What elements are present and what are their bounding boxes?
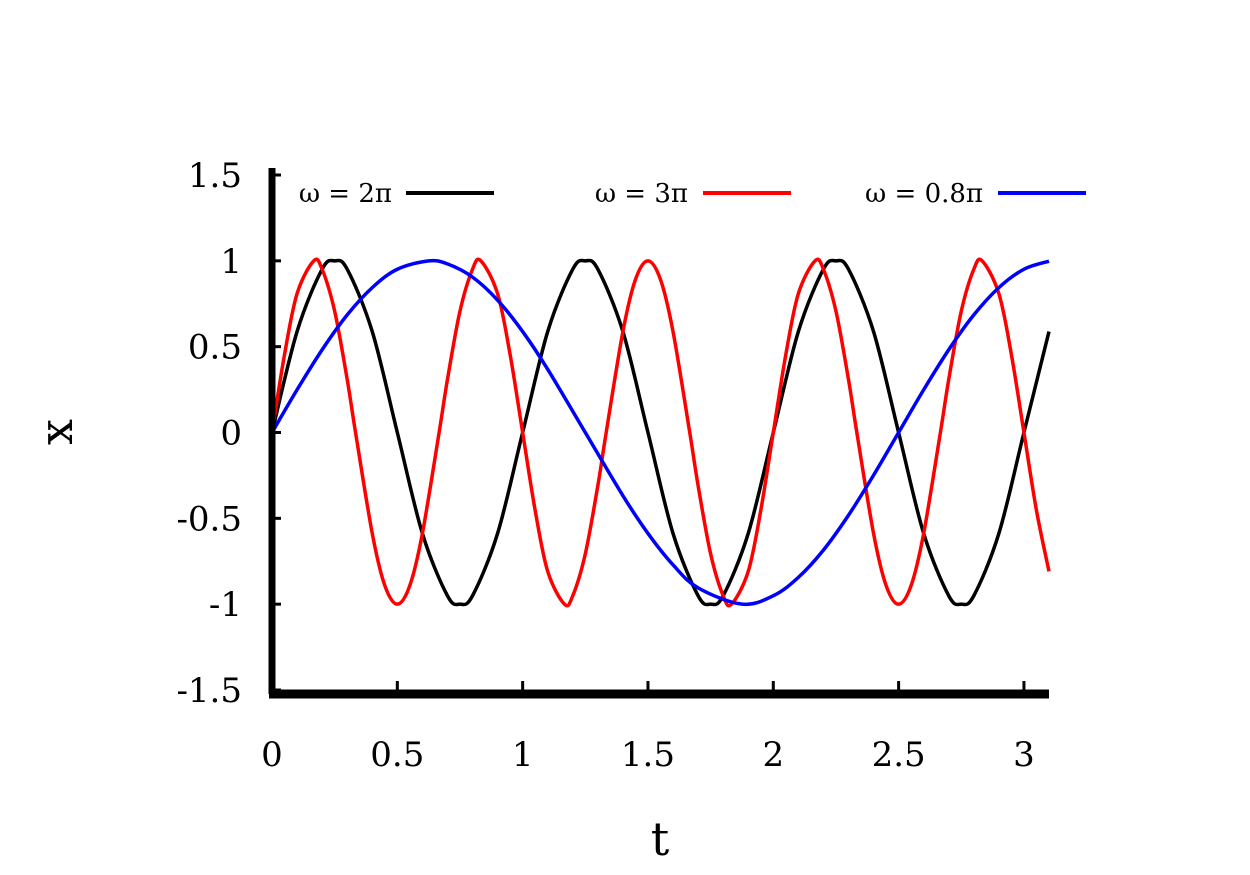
x-axis-label: t bbox=[651, 812, 670, 866]
legend: ω = 2π ω = 3π ω = 0.8π bbox=[299, 179, 1086, 209]
x-tick-label-6: 3 bbox=[1013, 735, 1035, 775]
y-tick-label-5: 1 bbox=[220, 242, 242, 282]
legend-label-2: ω = 0.8π bbox=[865, 179, 983, 209]
x-tick-label-2: 1 bbox=[512, 735, 534, 775]
series-layer bbox=[270, 257, 1051, 608]
legend-label-0: ω = 2π bbox=[299, 179, 392, 209]
ticks-layer: -1.5 -1 -0.5 0 0.5 1 1.5 0 0.5 1 1.5 2 2.5 3 bbox=[176, 156, 1034, 775]
y-tick-label-3: 0 bbox=[220, 414, 242, 454]
x-tick-label-3: 1.5 bbox=[621, 735, 675, 775]
y-tick-label-6: 1.5 bbox=[188, 156, 242, 196]
series-line-0 bbox=[270, 258, 1051, 607]
y-tick-label-4: 0.5 bbox=[188, 328, 242, 368]
x-tick-label-4: 2 bbox=[762, 735, 784, 775]
axes-layer bbox=[268, 168, 1049, 699]
legend-label-1: ω = 3π bbox=[595, 179, 688, 209]
y-tick-label-2: -0.5 bbox=[176, 499, 242, 539]
x-tick-label-0: 0 bbox=[261, 735, 283, 775]
y-tick-label-0: -1.5 bbox=[176, 671, 242, 711]
y-tick-label-1: -1 bbox=[209, 585, 242, 625]
x-tick-label-5: 2.5 bbox=[872, 735, 926, 775]
series-line-1 bbox=[270, 257, 1051, 608]
series-line-2 bbox=[270, 258, 1050, 607]
y-axis-label: x bbox=[29, 419, 83, 445]
x-tick-label-1: 0.5 bbox=[370, 735, 424, 775]
